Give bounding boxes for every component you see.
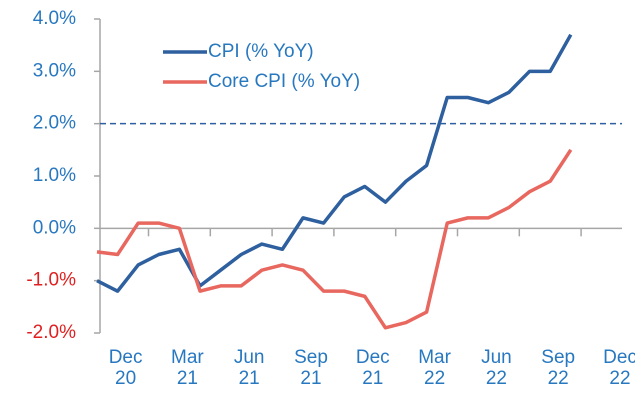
x-tick-label: Sep 22	[541, 347, 576, 389]
y-tick-label: 0.0%	[33, 217, 76, 238]
y-tick-label: -1.0%	[26, 270, 76, 291]
y-tick-label: 4.0%	[33, 8, 76, 29]
x-tick-label: Dec 22	[603, 347, 635, 389]
legend-label: Core CPI (% YoY)	[208, 71, 360, 92]
x-tick-label: Jun 22	[481, 347, 512, 389]
y-tick-label: 2.0%	[33, 113, 76, 134]
series-line	[96, 148, 573, 330]
y-tick-label: -2.0%	[26, 322, 76, 343]
x-tick-label: Dec 20	[108, 347, 143, 389]
x-tick-label: Dec 21	[355, 347, 390, 389]
y-tick-label: 1.0%	[33, 165, 76, 186]
x-tick-label: Mar 21	[171, 347, 204, 389]
x-tick-label: Mar 22	[418, 347, 451, 389]
x-tick-label: Jun 21	[233, 347, 265, 389]
legend-label: CPI (% YoY)	[208, 41, 314, 62]
series-line	[96, 33, 573, 293]
y-tick-label: 3.0%	[33, 60, 76, 81]
x-tick-label: Sep 21	[294, 347, 328, 389]
